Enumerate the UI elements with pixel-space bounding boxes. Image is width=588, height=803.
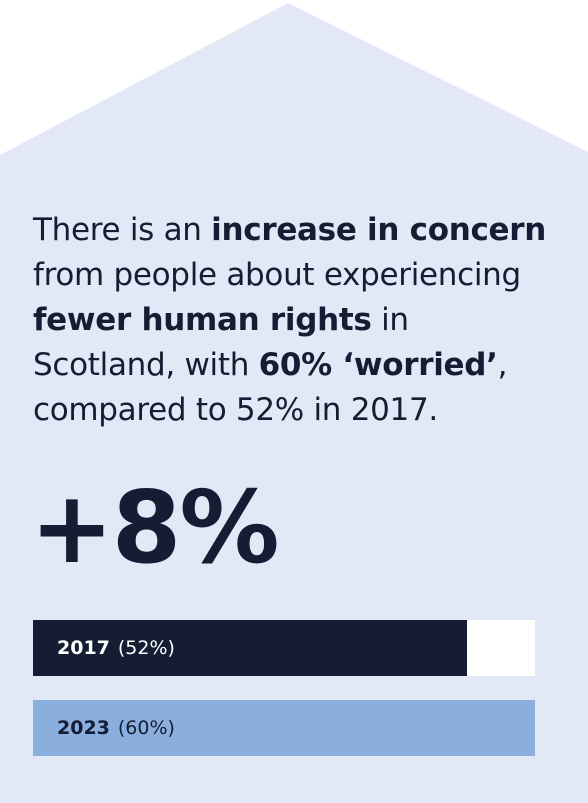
statement-part: There is an [33, 212, 212, 248]
bar-2023-label: 2023 (60%) [57, 700, 175, 756]
bar-2017-percent: (52%) [117, 637, 175, 659]
statement-emphasis-increase: increase in concern [211, 212, 547, 248]
bar-2023-track: 2023 (60%) [33, 700, 535, 756]
bar-2017-label: 2017 (52%) [57, 620, 175, 676]
statement-emphasis-worried: 60% ‘worried’ [258, 347, 498, 383]
bar-2017-year: 2017 [57, 637, 110, 659]
headline-change-figure: +8% [30, 469, 280, 586]
bar-2023-fill [33, 700, 535, 756]
statement-text: There is an increase in concern from peo… [33, 208, 553, 433]
statement-part: from people about experiencing [33, 257, 521, 293]
statement-part: , compared to 52% in 2017. [33, 347, 508, 428]
statement-part: in Scotland, with [33, 302, 409, 383]
statement-emphasis-fewer-rights: fewer human rights [33, 302, 372, 338]
bar-2023-year: 2023 [57, 717, 110, 739]
bar-2017-fill [33, 620, 467, 676]
bar-2023-percent: (60%) [117, 717, 175, 739]
bar-2017-track: 2017 (52%) [33, 620, 535, 676]
house-shape [0, 3, 588, 803]
